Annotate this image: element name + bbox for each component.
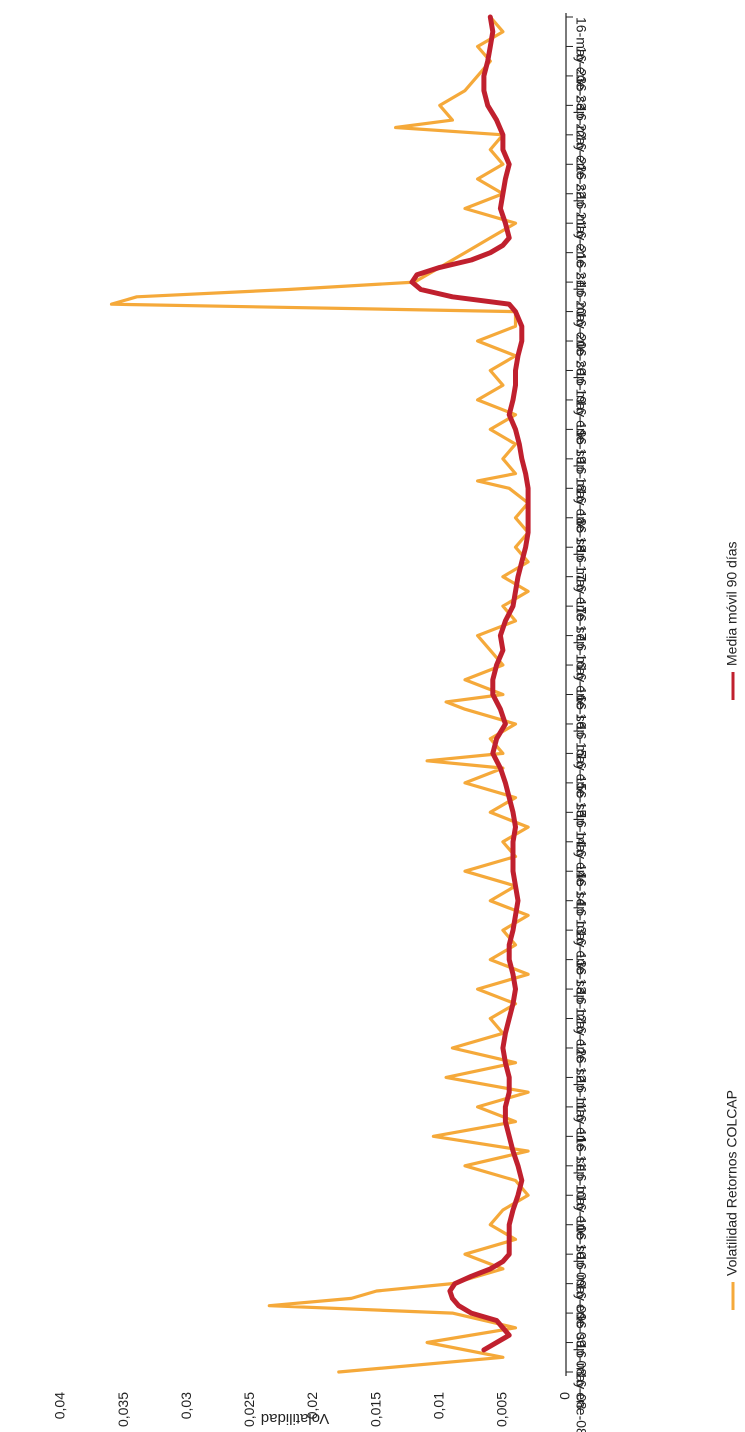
date-tick-label: 16-ene-20 (573, 312, 589, 376)
date-tick-label: 16-may-21 (573, 194, 589, 261)
date-tick-label: 16-may-18 (573, 459, 589, 526)
date-tick-label: 16-may-17 (573, 547, 589, 614)
value-tick-label: 0,02 (304, 1392, 320, 1419)
date-tick-label: 16-ene-23 (573, 46, 589, 110)
date-tick-label: 16-sep-16 (573, 606, 589, 669)
date-tick-label: 16-may-13 (573, 901, 589, 968)
date-tick-label: 16-ene-12 (573, 1019, 589, 1083)
date-tick-label: 16-sep-18 (573, 429, 589, 492)
date-tick-label: 16-sep-20 (573, 253, 589, 316)
date-tick-label: 16-sep-12 (573, 960, 589, 1023)
date-tick-label: 16-may-16 (573, 636, 589, 703)
date-tick-label: 16-ene-10 (573, 1195, 589, 1259)
date-tick-label: 16-sep-14 (573, 783, 589, 846)
date-tick-label: 16-may-11 (573, 1077, 589, 1143)
value-tick-label: 0,005 (494, 1392, 510, 1427)
date-tick-label: 16-ene-11 (573, 1107, 589, 1170)
date-tick-label: 16-sep-11 (573, 1048, 589, 1110)
legend-item-volatility: Volatilidad Retornos COLCAP (724, 1090, 740, 1310)
date-tick-label: 16-may-09 (573, 1254, 589, 1321)
date-tick-label: 16-ene-14 (573, 842, 589, 906)
legend-item-moving-average: Media móvil 90 días (724, 541, 740, 700)
value-tick-label: 0 (557, 1392, 573, 1400)
series-layer (109, 14, 531, 1374)
date-tick-label: 16-sep-08 (573, 1313, 589, 1376)
value-tick-label: 0,03 (178, 1392, 194, 1419)
value-tick-label: 0,01 (430, 1392, 446, 1419)
date-tick-label: 16-ene-16 (573, 665, 589, 729)
date-tick-label: 16-sep-19 (573, 341, 589, 404)
value-tick-label: 0,04 (52, 1392, 68, 1419)
date-tick-label: 16-sep-21 (573, 164, 589, 227)
series-line-moving-average (409, 14, 531, 1353)
date-tick-label: 16-sep-17 (573, 518, 589, 581)
series-line-volatility (109, 15, 530, 1374)
date-tick-label: 16-ene-13 (573, 930, 589, 994)
date-tick-label: 16-ene-17 (573, 577, 589, 641)
date-tick-label: 16-sep-15 (573, 695, 589, 758)
date-tick-label: 16-may-12 (573, 989, 589, 1056)
value-tick-label: 0,035 (115, 1392, 131, 1427)
legend-label: Volatilidad Retornos COLCAP (724, 1090, 740, 1276)
date-tick-label: 16-sep-10 (573, 1136, 589, 1199)
date-tick-label: 16-ene-21 (573, 223, 589, 287)
axis-layer: 16-ene-0816-may-0816-sep-0816-ene-0916-m… (52, 13, 589, 1432)
date-tick-label: 16-ene-18 (573, 488, 589, 552)
date-tick-label: 16-may-08 (573, 1343, 589, 1410)
date-tick-label: 16-may-14 (573, 812, 589, 879)
date-tick-label: 16-ene-19 (573, 400, 589, 464)
legend: Volatilidad Retornos COLCAP Media móvil 9… (724, 541, 740, 1310)
date-tick-label: 16-sep-09 (573, 1225, 589, 1288)
value-tick-label: 0,025 (241, 1392, 257, 1427)
date-tick-label: 16-may-10 (573, 1166, 589, 1233)
date-tick-label: 16-may-23 (573, 17, 589, 84)
legend-label: Media móvil 90 días (724, 541, 740, 666)
date-tick-label: 16-ene-15 (573, 753, 589, 817)
date-tick-label: 16-may-22 (573, 105, 589, 172)
y-axis-title: Volatilidad (261, 1410, 329, 1427)
date-tick-label: 16-ene-09 (573, 1284, 589, 1348)
date-tick-label: 16-may-15 (573, 724, 589, 791)
date-tick-label: 16-may-19 (573, 370, 589, 437)
date-tick-label: 16-sep-13 (573, 871, 589, 934)
date-tick-label: 16-sep-22 (573, 76, 589, 139)
date-tick-label: 16-ene-22 (573, 135, 589, 199)
date-tick-label: 16-ene-08 (573, 1372, 589, 1432)
date-tick-label: 16-may-20 (573, 282, 589, 349)
value-tick-label: 0,015 (367, 1392, 383, 1427)
